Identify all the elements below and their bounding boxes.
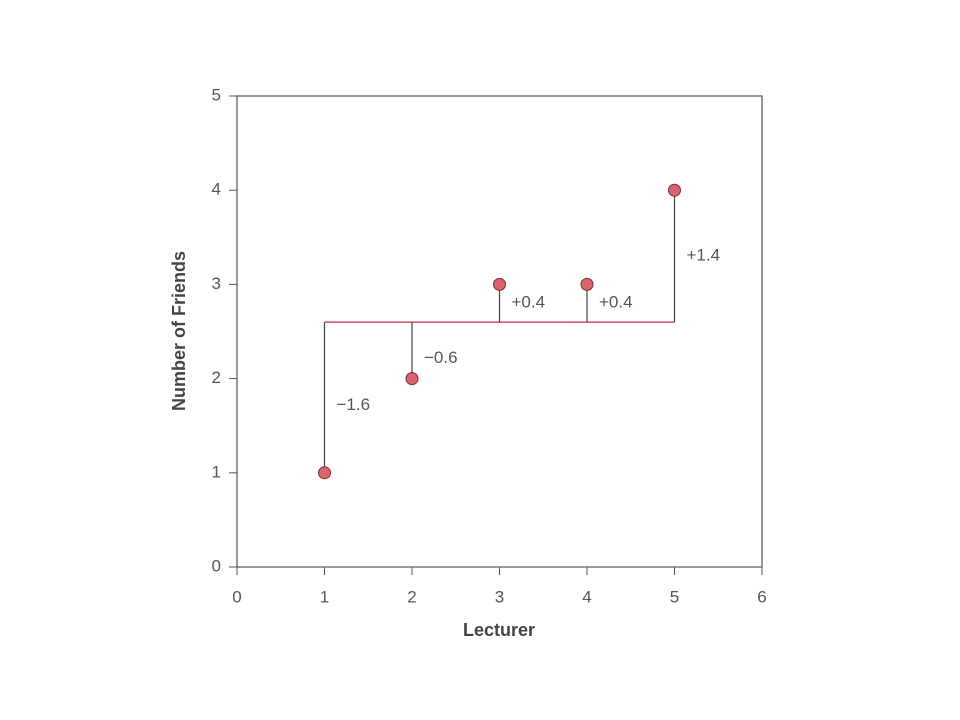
y-tick-label: 1	[212, 462, 221, 481]
y-tick-label: 5	[212, 85, 221, 104]
x-tick-label: 4	[582, 587, 591, 606]
plot-frame	[236, 95, 763, 568]
x-tick-label: 2	[407, 587, 416, 606]
deviation-label: −0.6	[424, 348, 458, 367]
data-point	[668, 183, 681, 197]
data-point	[580, 277, 594, 291]
x-axis-label: Lecturer	[463, 620, 535, 640]
deviation-label: −1.6	[337, 395, 371, 414]
data-point	[318, 466, 331, 480]
data-point	[493, 277, 506, 291]
x-tick-label: 0	[232, 587, 241, 606]
x-tick-label: 5	[670, 587, 679, 606]
y-tick-label: 2	[212, 368, 221, 387]
deviation-label: +0.4	[599, 293, 633, 312]
y-tick-label: 0	[212, 556, 221, 575]
deviation-label: +0.4	[512, 293, 546, 312]
y-tick-label: 3	[212, 274, 221, 293]
x-tick-label: 6	[757, 587, 766, 606]
y-axis-label: Number of Friends	[169, 251, 189, 411]
data-point	[405, 372, 419, 386]
y-tick-label: 4	[212, 180, 221, 199]
x-tick-label: 3	[495, 587, 504, 606]
deviation-label: +1.4	[687, 246, 721, 265]
x-tick-label: 1	[320, 587, 329, 606]
